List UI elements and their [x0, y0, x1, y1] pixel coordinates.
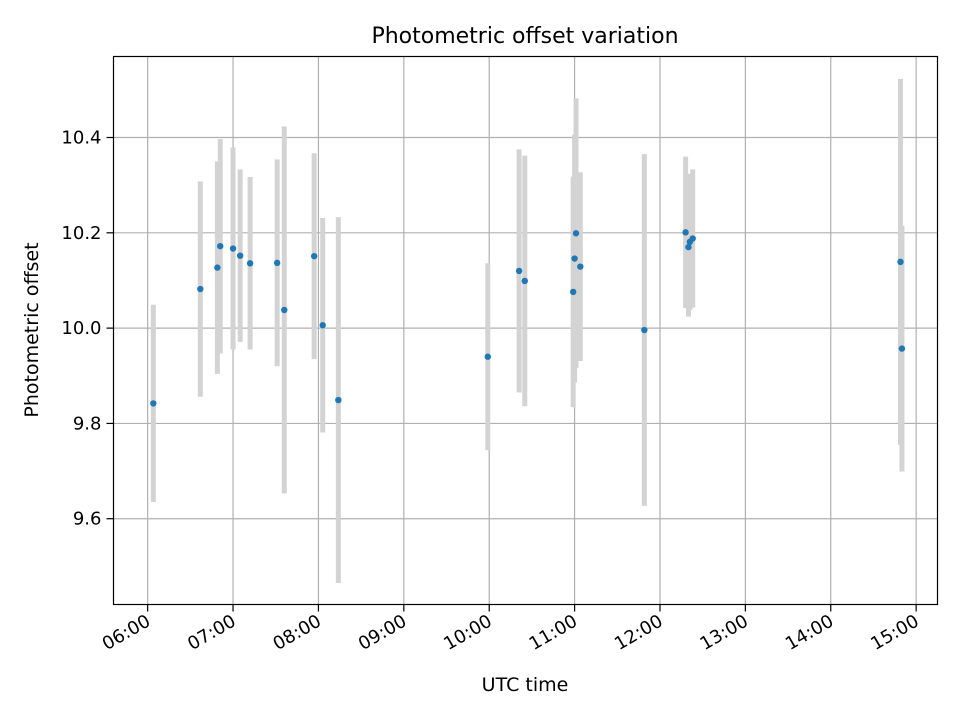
x-tick-label: 15:00	[867, 611, 922, 655]
data-point	[641, 326, 648, 334]
data-point	[310, 252, 318, 260]
data-point	[319, 322, 326, 329]
y-tick-label: 10.2	[61, 223, 101, 244]
error-bars	[150, 78, 905, 584]
data-point	[273, 259, 281, 267]
y-tick-label: 9.8	[73, 413, 102, 434]
y-axis-ticks: 9.6 9.8 10.0 10.2 10.4	[61, 128, 114, 530]
x-tick-label: 13:00	[696, 611, 751, 655]
x-tick-label: 08:00	[270, 611, 325, 655]
x-tick-label: 10:00	[440, 611, 495, 655]
y-axis-label: Photometric offset	[21, 242, 43, 417]
plot-frame	[112, 55, 939, 606]
data-point	[515, 267, 523, 275]
y-tick-label: 10.4	[61, 128, 101, 149]
data-point	[521, 277, 528, 285]
x-tick-label: 12:00	[611, 611, 666, 655]
data-point	[229, 245, 237, 252]
data-point	[898, 345, 906, 352]
x-axis-ticks: 06:00 07:00 08:00 09:00 10:00 11:00 12:00 13:00…	[99, 604, 923, 655]
data-point	[246, 260, 254, 267]
data-point	[236, 252, 244, 259]
y-tick-label: 9.6	[73, 509, 102, 530]
data-point	[335, 396, 342, 404]
data-point	[689, 235, 696, 242]
data-point	[484, 353, 491, 360]
y-tick-label: 10.0	[61, 318, 101, 339]
x-tick-label: 11:00	[526, 611, 581, 655]
data-point	[197, 285, 204, 293]
data-point	[571, 255, 578, 262]
x-tick-label: 09:00	[355, 611, 410, 655]
data-points	[150, 229, 906, 407]
data-point	[572, 230, 580, 237]
data-point	[577, 263, 584, 270]
chart-title: Photometric offset variation	[371, 24, 678, 49]
data-point	[281, 306, 288, 314]
data-point	[569, 288, 577, 296]
data-point	[685, 243, 692, 251]
x-tick-label: 14:00	[782, 611, 837, 655]
data-point	[217, 242, 224, 250]
data-point	[897, 258, 904, 266]
x-tick-label: 06:00	[99, 611, 154, 655]
data-point	[214, 264, 221, 271]
x-axis-label: UTC time	[482, 674, 569, 696]
data-point	[150, 400, 157, 407]
x-tick-label: 07:00	[184, 611, 239, 655]
data-point	[682, 229, 689, 236]
